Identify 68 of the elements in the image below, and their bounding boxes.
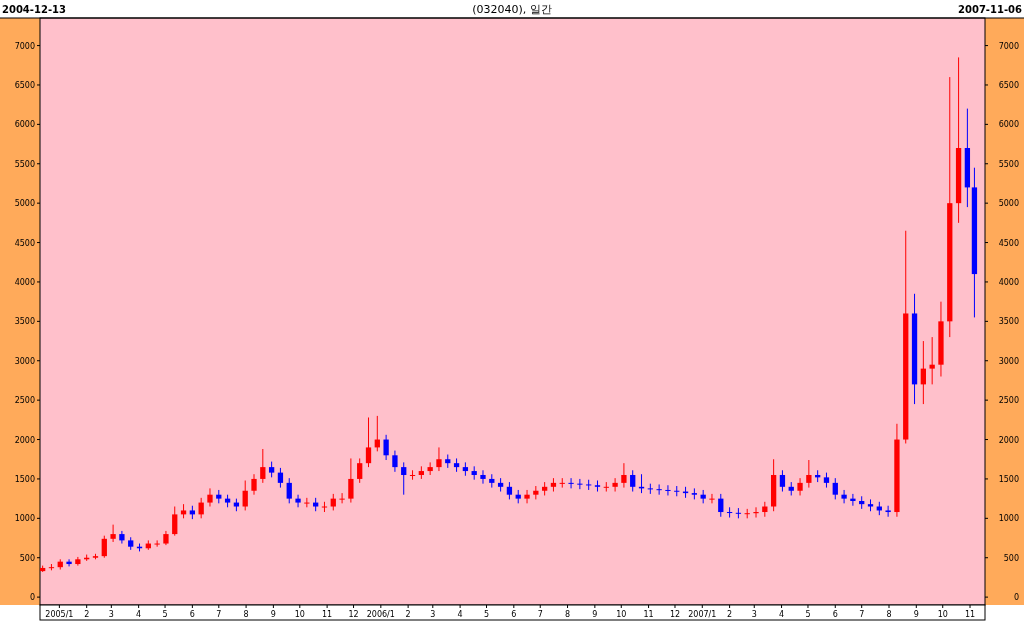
x-tick-label: 2 [727,610,733,619]
y2-tick-label: 2000 [998,435,1019,445]
x-tick-label: 9 [913,610,919,619]
x-tick-label: 8 [565,610,571,619]
x-tick-label: 6 [832,610,838,619]
text: 2007-11-06 [958,4,1023,15]
y-tick-label: 3500 [14,317,35,327]
x-tick-label: 11 [322,610,333,619]
y2-tick-label: 6500 [998,80,1019,90]
y2-tick-label: 3500 [998,317,1019,327]
x-tick-label: 3 [751,610,757,619]
x-tick-label: 12 [669,610,681,619]
y-tick-label: 6000 [14,120,35,130]
x-tick-label: 12 [348,610,359,619]
x-tick-label: 8 [886,610,892,619]
x-tick-label: 10 [294,610,305,619]
x-tick-label: 2 [405,610,411,619]
y2-tick-label: 4500 [998,238,1019,248]
x-tick-label: 9 [270,610,276,619]
y-tick-label: 0 [29,593,35,603]
y2-tick-label: 3000 [998,356,1019,366]
y-tick-label: 6500 [14,80,35,90]
x-tick-label: 5 [483,610,490,619]
y2-tick-label: 500 [1003,553,1019,563]
x-tick-label: 5 [805,610,811,619]
x-tick-label: 3 [108,610,114,619]
chart-title: (032040), 일간 [472,3,552,16]
y2-tick-label: 7000 [998,41,1019,51]
x-tick-label: 2 [84,610,90,619]
x-tick-label: 7 [537,610,543,619]
x-tick-label: 6 [189,610,195,619]
y-tick-label: 1500 [14,474,35,484]
y-tick-label: 7000 [14,41,35,51]
y-tick-label: 1000 [14,514,35,524]
y-tick-label: 2500 [14,396,35,406]
y2-tick-label: 1500 [998,474,1019,484]
x-tick-label: 7 [216,610,222,619]
x-tick-label: 4 [779,610,785,619]
x-tick-label: 2005/1 [45,610,74,619]
y2-tick-label: 0 [1013,593,1019,603]
x-tick-label: 5 [162,610,168,619]
x-tick-label: 10 [616,610,627,619]
x-tick-label: 11 [964,610,976,619]
y-tick-label: 4000 [14,277,35,287]
y2-tick-label: 5000 [998,199,1019,209]
y-tick-label: 5500 [14,159,35,169]
x-tick-label: 2006/1 [366,610,395,619]
x-tick-label: 7 [859,610,865,619]
y2-tick-label: 4000 [998,277,1019,287]
x-tick-label: 8 [243,610,249,619]
x-tick-label: 6 [511,610,517,619]
x-tick-label: 4 [136,610,142,619]
y-tick-label: 3000 [14,356,35,366]
y2-tick-label: 6000 [998,120,1019,130]
x-tick-label: 2007/1 [688,610,717,619]
x-tick-label: 4 [457,610,463,619]
x-tick-label: 10 [937,610,948,619]
y-tick-label: 5000 [14,199,35,209]
text: 2004-12-13 [2,4,67,15]
y2-tick-label: 1000 [998,514,1019,524]
y-tick-label: 500 [19,553,35,563]
x-tick-label: 3 [430,610,436,619]
y-tick-label: 4500 [14,238,35,248]
y2-tick-label: 5500 [998,159,1019,169]
y-tick-label: 2000 [14,435,35,445]
y2-tick-label: 2500 [998,396,1019,406]
x-tick-label: 11 [643,610,654,619]
x-tick-label: 9 [592,610,598,619]
